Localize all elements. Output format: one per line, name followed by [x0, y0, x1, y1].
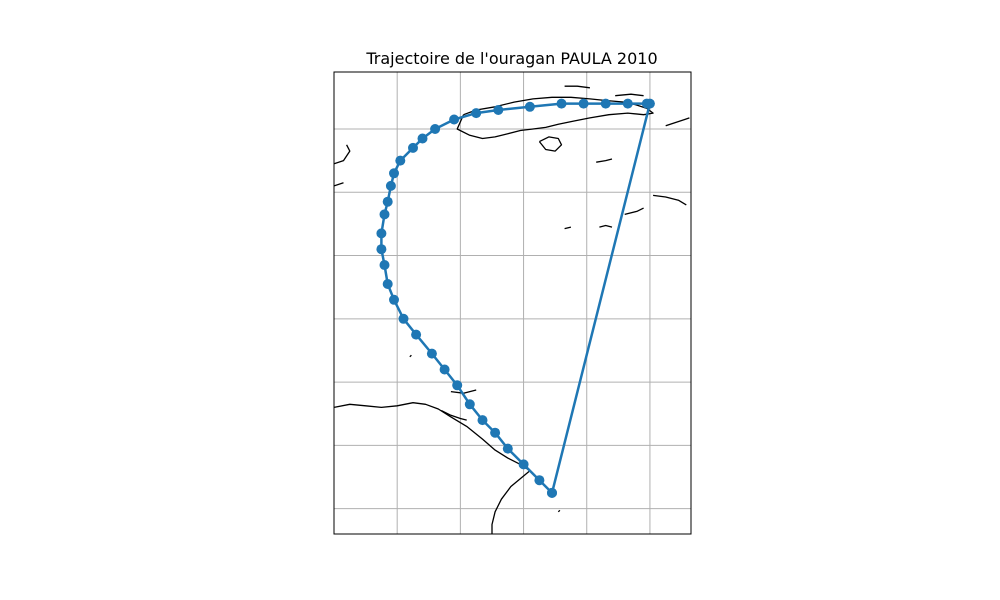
coastline-hispaniola — [665, 117, 690, 127]
coastline-roatan — [441, 410, 467, 421]
coastline-jamaica-2 — [596, 158, 613, 163]
track-point-17 — [379, 209, 390, 220]
track-point-31 — [600, 98, 611, 109]
coastline-keys-north — [564, 85, 590, 89]
track-point-2 — [518, 459, 529, 470]
track-point-30 — [578, 98, 589, 109]
map-background — [334, 72, 691, 534]
coastline-jamaica — [653, 194, 687, 206]
map-title: Trajectoire de l'ouragan PAULA 2010 — [365, 49, 657, 68]
coastline-isla-juventud — [538, 136, 563, 152]
track-point-5 — [477, 415, 488, 426]
track-point-29 — [556, 98, 567, 109]
track-point-4 — [490, 427, 501, 438]
hurricane-track — [376, 98, 655, 498]
coastline-yucatan-top — [334, 144, 351, 165]
track-point-23 — [417, 133, 428, 144]
track-point-12 — [389, 294, 399, 305]
track-point-16 — [376, 228, 387, 239]
track-point-34 — [644, 98, 655, 109]
coastline-belize-cays — [409, 354, 412, 358]
track-point-22 — [408, 142, 418, 153]
coastline-honduras — [334, 402, 531, 534]
track-point-9 — [426, 348, 437, 359]
track-point-21 — [395, 155, 406, 166]
coastline-cuba — [456, 96, 654, 140]
track-point-10 — [411, 329, 422, 340]
track-point-8 — [439, 364, 450, 375]
track-point-14 — [379, 260, 390, 270]
track-point-11 — [398, 313, 409, 324]
coastline-swan-small — [564, 226, 572, 230]
coastline-mosquitia — [624, 207, 644, 216]
track-point-25 — [449, 114, 460, 125]
track-point-6 — [464, 399, 475, 410]
track-point-19 — [385, 180, 396, 191]
track-point-32 — [622, 98, 633, 109]
track-point-27 — [493, 105, 504, 115]
coastline-yucatan-side — [334, 182, 344, 187]
track-point-15 — [376, 244, 387, 255]
track-point-18 — [382, 196, 393, 207]
map-frame — [333, 71, 692, 535]
track-point-26 — [471, 108, 482, 119]
track-point-7 — [452, 380, 463, 391]
track-point-3 — [502, 443, 513, 454]
coastline-cayman — [599, 224, 613, 228]
track-point-1 — [534, 475, 545, 486]
track-point-35 — [547, 487, 557, 498]
track-point-20 — [389, 168, 399, 179]
map-gridlines — [334, 72, 691, 534]
coastline-keys-cays-1 — [615, 93, 644, 97]
coastline-corn-island — [557, 509, 561, 513]
track-point-13 — [382, 279, 393, 289]
coastlines — [334, 85, 690, 534]
track-point-28 — [524, 101, 535, 112]
track-point-24 — [430, 124, 441, 134]
